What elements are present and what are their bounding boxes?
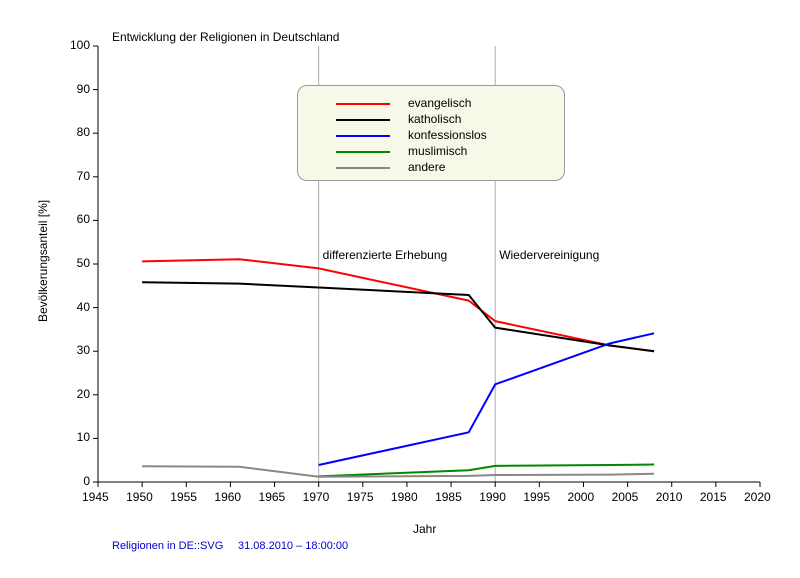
- x-tick: 1990: [479, 490, 506, 504]
- legend-swatch: [336, 103, 390, 105]
- y-tick: 0: [83, 474, 90, 488]
- annotation-label: Wiedervereinigung: [499, 248, 599, 262]
- x-tick: 2000: [567, 490, 594, 504]
- y-tick: 10: [77, 430, 90, 444]
- y-tick: 90: [77, 82, 90, 96]
- legend-label: evangelisch: [408, 96, 471, 110]
- legend-swatch: [336, 135, 390, 137]
- y-tick: 50: [77, 256, 90, 270]
- legend-swatch: [336, 167, 390, 169]
- x-tick: 1960: [214, 490, 241, 504]
- y-tick: 40: [77, 300, 90, 314]
- legend: evangelisch katholisch konfessionslos musli…: [297, 85, 565, 181]
- legend-label: andere: [408, 160, 445, 174]
- x-tick: 1995: [523, 490, 550, 504]
- y-tick: 100: [70, 38, 90, 52]
- x-tick: 2015: [700, 490, 727, 504]
- series-andere: [142, 466, 654, 476]
- x-tick: 1965: [259, 490, 286, 504]
- series-konfessionslos: [319, 333, 654, 465]
- legend-label: katholisch: [408, 112, 461, 126]
- x-tick: 1955: [170, 490, 197, 504]
- series-evangelisch: [142, 259, 654, 351]
- x-tick: 1945: [82, 490, 109, 504]
- y-tick: 20: [77, 387, 90, 401]
- y-tick: 30: [77, 343, 90, 357]
- legend-label: konfessionslos: [408, 128, 487, 142]
- x-tick: 2010: [656, 490, 683, 504]
- annotation-label: differenzierte Erhebung: [323, 248, 448, 262]
- x-tick: 1970: [303, 490, 330, 504]
- x-tick: 2020: [744, 490, 771, 504]
- series-katholisch: [142, 282, 654, 351]
- x-tick: 1980: [391, 490, 418, 504]
- legend-swatch: [336, 151, 390, 153]
- y-tick: 70: [77, 169, 90, 183]
- legend-swatch: [336, 119, 390, 121]
- x-tick: 1975: [347, 490, 374, 504]
- x-tick: 1985: [435, 490, 462, 504]
- y-tick: 60: [77, 212, 90, 226]
- x-tick: 2005: [612, 490, 639, 504]
- x-tick: 1950: [126, 490, 153, 504]
- y-tick: 80: [77, 125, 90, 139]
- legend-label: muslimisch: [408, 144, 467, 158]
